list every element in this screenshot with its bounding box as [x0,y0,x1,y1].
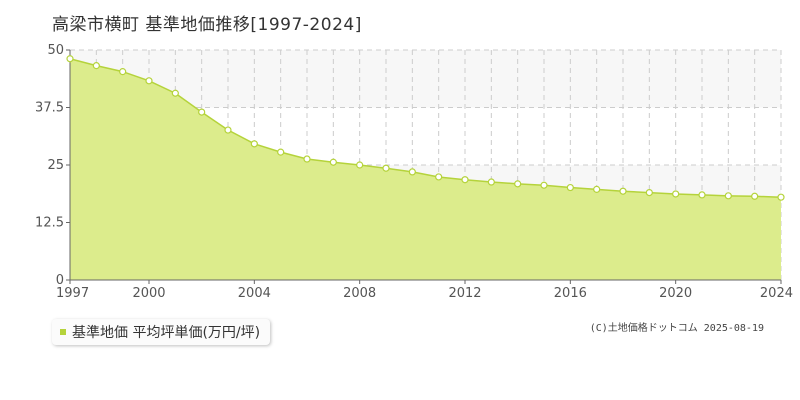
legend-label: 基準地価 平均坪単価(万円/坪) [72,325,261,341]
data-point [250,140,258,148]
data-point [619,187,627,195]
x-tick-label: 2008 [343,286,376,301]
data-point [92,62,100,70]
data-point [461,176,469,184]
data-point [751,192,759,200]
data-point [277,148,285,156]
data-point [435,173,443,181]
x-tick-labels: 1997 2000 2004 2008 2012 2016 2020 2024 [56,280,793,301]
data-point [566,183,574,192]
data-point [171,89,179,97]
x-tick-label: 2000 [132,286,165,301]
data-point [198,108,206,116]
chart-title: 高梁市横町 基準地価推移[1997-2024] [52,15,362,35]
x-tick-label: 1997 [56,286,89,301]
data-point [777,193,785,201]
data-point [224,126,232,134]
credit-text: (C)土地価格ドットコム 2025-08-19 [589,323,764,334]
data-point [119,68,127,76]
data-points [66,55,785,201]
data-point [303,155,311,163]
data-point [698,191,706,199]
data-point [540,181,548,189]
area-fill [70,58,781,280]
x-tick-label: 2020 [659,286,692,301]
data-point [645,189,653,197]
y-tick-label: 25 [47,158,64,173]
y-tick-label: 50 [47,43,64,58]
x-tick-label: 2016 [554,286,587,301]
data-point [672,190,680,198]
y-tick-label: 37.5 [35,101,64,116]
legend: 基準地価 平均坪単価(万円/坪) [52,319,271,345]
data-point [514,180,522,188]
data-point [66,55,74,63]
y-tick-label: 12.5 [35,216,64,231]
band-37-5-50 [70,50,781,108]
y-tick-label: 0 [56,273,64,288]
data-point [382,164,390,172]
x-tick-label: 2012 [448,286,481,301]
data-point [329,158,337,166]
data-point [408,168,416,176]
data-point [356,161,364,169]
legend-marker-icon [60,329,66,335]
data-point [145,77,153,85]
x-tick-label: 2004 [238,286,271,301]
data-point [487,178,495,186]
series-line [69,58,782,198]
data-point [724,192,732,200]
x-tick-label: 2024 [760,286,793,301]
data-point [593,185,601,193]
y-tick-labels: 0 12.5 25 37.5 50 [35,43,70,288]
